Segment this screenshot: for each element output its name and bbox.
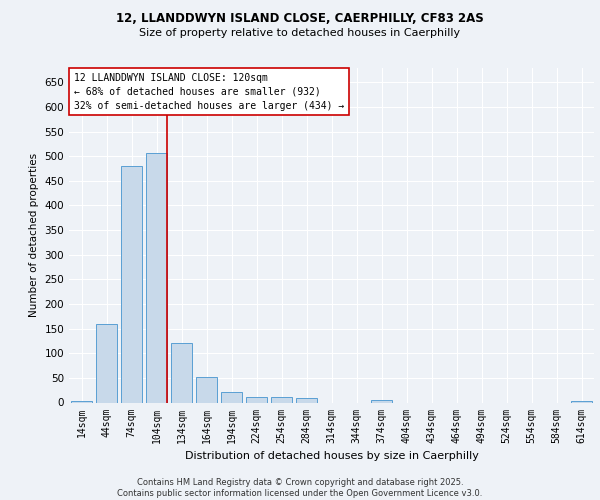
X-axis label: Distribution of detached houses by size in Caerphilly: Distribution of detached houses by size … bbox=[185, 451, 478, 461]
Text: 12, LLANDDWYN ISLAND CLOSE, CAERPHILLY, CF83 2AS: 12, LLANDDWYN ISLAND CLOSE, CAERPHILLY, … bbox=[116, 12, 484, 26]
Text: Contains HM Land Registry data © Crown copyright and database right 2025.
Contai: Contains HM Land Registry data © Crown c… bbox=[118, 478, 482, 498]
Text: Size of property relative to detached houses in Caerphilly: Size of property relative to detached ho… bbox=[139, 28, 461, 38]
Bar bbox=[271, 396, 292, 402]
Bar bbox=[221, 392, 242, 402]
Bar bbox=[246, 396, 267, 402]
Bar bbox=[171, 344, 192, 402]
Bar bbox=[146, 152, 167, 402]
Bar bbox=[96, 324, 117, 402]
Bar bbox=[196, 377, 217, 402]
Bar bbox=[371, 400, 392, 402]
Bar bbox=[296, 398, 317, 402]
Y-axis label: Number of detached properties: Number of detached properties bbox=[29, 153, 39, 317]
Text: 12 LLANDDWYN ISLAND CLOSE: 120sqm
← 68% of detached houses are smaller (932)
32%: 12 LLANDDWYN ISLAND CLOSE: 120sqm ← 68% … bbox=[74, 72, 344, 110]
Bar bbox=[571, 400, 592, 402]
Bar bbox=[71, 401, 92, 402]
Bar bbox=[121, 166, 142, 402]
